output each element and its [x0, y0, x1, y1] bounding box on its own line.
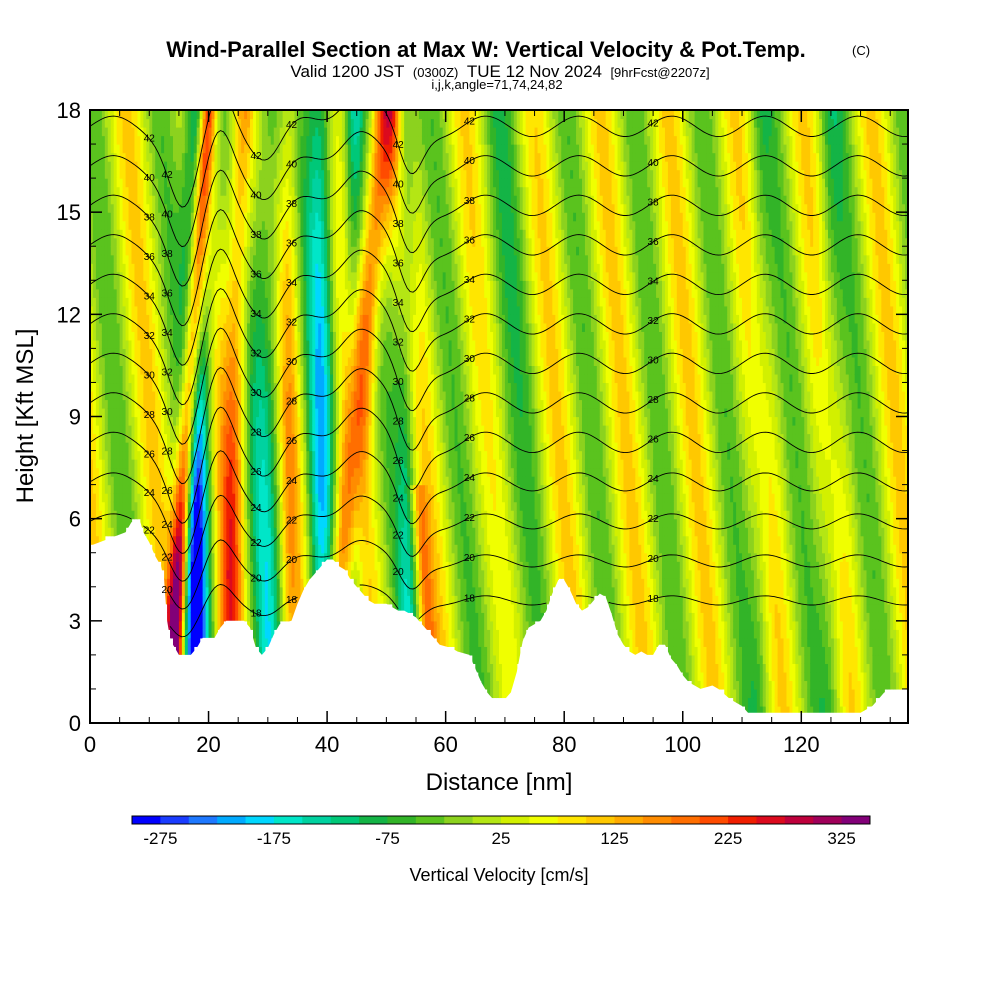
velocity-field — [90, 110, 909, 715]
chart-title: Wind-Parallel Section at Max W: Vertical… — [166, 37, 806, 62]
chart-subtitle-indices: i,j,k,angle=71,74,24,82 — [431, 77, 562, 92]
chart: Wind-Parallel Section at Max W: Vertical… — [0, 0, 1000, 1000]
subtitle-fcst: [9hrFcst@2207z] — [610, 65, 709, 80]
subtitle-valid: Valid 1200 JST — [290, 62, 404, 81]
chart-title-mark: (C) — [852, 43, 870, 58]
